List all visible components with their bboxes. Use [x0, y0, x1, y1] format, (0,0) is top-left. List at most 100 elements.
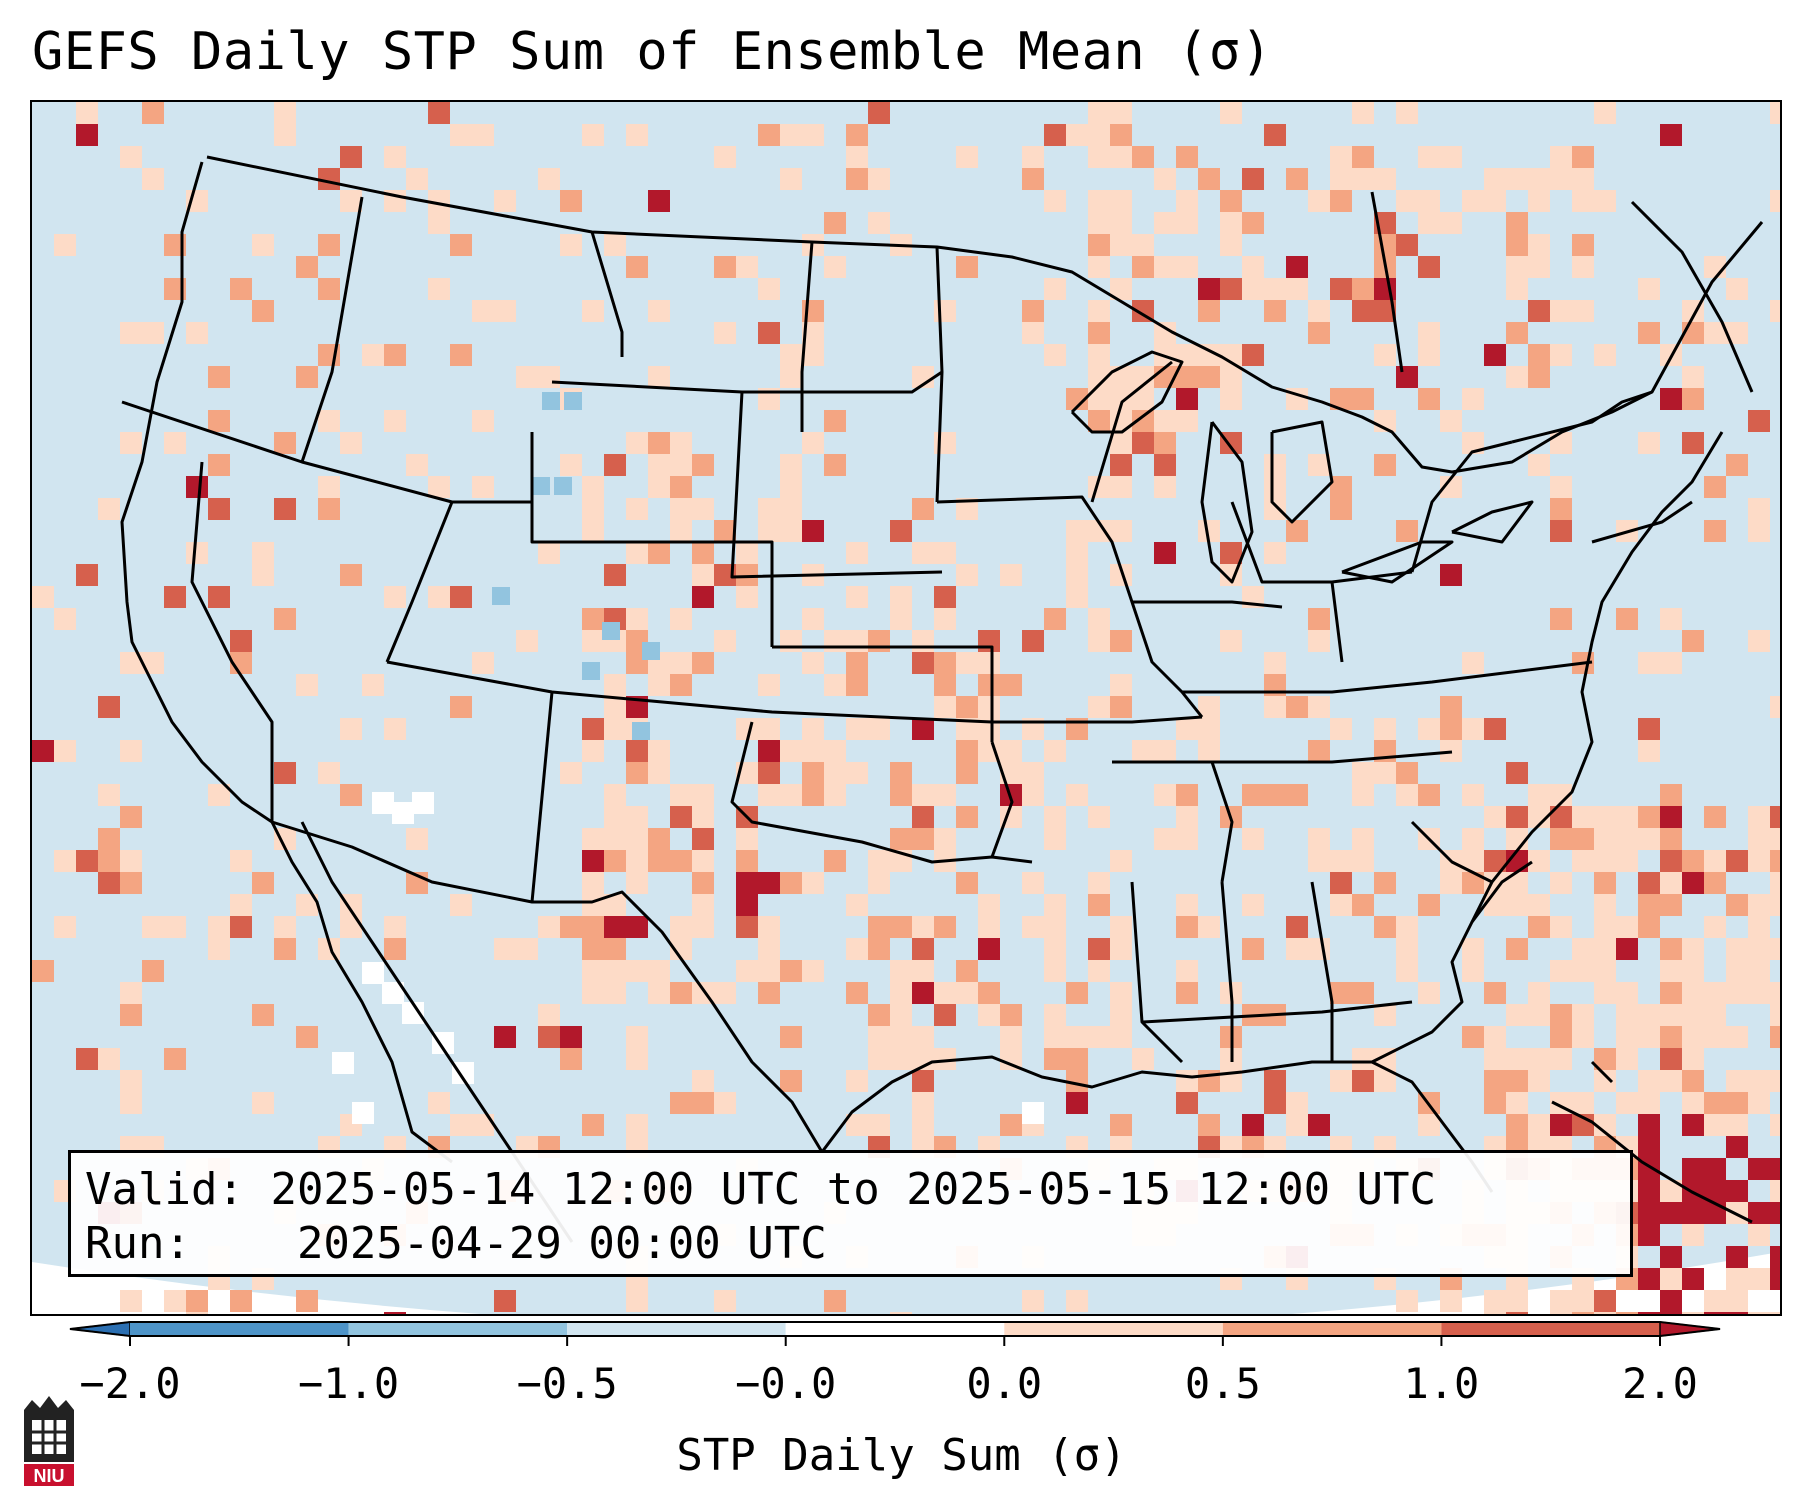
stp-cell — [1176, 388, 1198, 410]
stp-cell — [582, 740, 604, 762]
stp-cell — [1704, 982, 1726, 1004]
stp-cell — [802, 520, 824, 542]
stp-cell — [780, 124, 802, 146]
stp-cell — [1286, 1114, 1308, 1136]
stp-cell — [912, 718, 934, 740]
stp-cell — [1484, 1290, 1506, 1312]
stp-cell — [1132, 432, 1154, 454]
map-panel[interactable] — [30, 100, 1782, 1316]
stp-cell — [758, 762, 780, 784]
stp-cell — [1616, 1048, 1638, 1070]
stp-cell — [912, 828, 934, 850]
stp-cell — [1330, 278, 1352, 300]
stp-cell — [230, 1290, 252, 1312]
stp-cell — [1088, 366, 1110, 388]
stp-cell — [824, 674, 846, 696]
stp-cell — [626, 1290, 648, 1312]
stp-cell — [626, 256, 648, 278]
stp-cell — [736, 916, 758, 938]
stp-cell — [1286, 168, 1308, 190]
stp-cell — [824, 740, 846, 762]
stp-cell — [1088, 146, 1110, 168]
stp-cell — [626, 872, 648, 894]
stp-cell — [758, 674, 780, 696]
stp-cell — [362, 674, 384, 696]
stp-cell — [1374, 454, 1396, 476]
stp-cell — [1308, 608, 1330, 630]
stp-cell — [1044, 608, 1066, 630]
stp-cell — [1550, 476, 1572, 498]
stp-cell — [208, 586, 230, 608]
stp-cell — [1264, 498, 1286, 520]
stp-cell — [670, 1092, 692, 1114]
stp-cell — [296, 256, 318, 278]
stp-cell — [54, 608, 76, 630]
stp-cell — [1770, 1114, 1780, 1136]
stp-cell — [1440, 872, 1462, 894]
stp-cell — [604, 982, 626, 1004]
stp-cell — [1242, 894, 1264, 916]
stp-cell — [186, 1312, 208, 1314]
stp-cell — [1000, 740, 1022, 762]
stp-cell — [1352, 850, 1374, 872]
stp-cell — [186, 542, 208, 564]
stp-cell — [1308, 696, 1330, 718]
stp-cell — [54, 740, 76, 762]
stp-cell — [758, 520, 780, 542]
stp-cell — [1198, 168, 1220, 190]
stp-cell — [1638, 872, 1660, 894]
stp-cell — [1176, 1070, 1198, 1092]
stp-cell — [1616, 916, 1638, 938]
stp-cell — [428, 476, 450, 498]
stp-cell — [1352, 146, 1374, 168]
colorbar-tick-label: −1.0 — [298, 1359, 399, 1408]
stp-cell — [582, 476, 604, 498]
stp-cell — [1176, 146, 1198, 168]
stp-cell — [1418, 894, 1440, 916]
stp-cell — [1616, 982, 1638, 1004]
stp-cell — [758, 278, 780, 300]
stp-cell — [1528, 234, 1550, 256]
stp-cell — [582, 520, 604, 542]
stp-cell — [1660, 388, 1682, 410]
stp-cell — [802, 124, 824, 146]
stp-cell — [1572, 300, 1594, 322]
stp-cell — [1770, 1246, 1780, 1268]
stp-cell — [868, 1114, 890, 1136]
stp-cell — [1528, 916, 1550, 938]
stp-cell — [1220, 190, 1242, 212]
stp-cell — [1616, 608, 1638, 630]
stp-cell — [1066, 1026, 1088, 1048]
stp-cell — [780, 454, 802, 476]
stp-cell — [868, 850, 890, 872]
stp-cell — [1352, 1070, 1374, 1092]
stp-cell — [1748, 1268, 1770, 1290]
stp-cell — [758, 960, 780, 982]
stp-cell — [472, 476, 494, 498]
stp-cell — [1264, 1070, 1286, 1092]
stp-cell — [98, 850, 120, 872]
stp-cell — [1660, 938, 1682, 960]
stp-cell — [76, 102, 98, 124]
stp-cell — [780, 630, 802, 652]
stp-cell — [1638, 1136, 1660, 1158]
stp-cell — [1000, 1048, 1022, 1070]
stp-cell — [1154, 212, 1176, 234]
stp-cell — [1484, 1026, 1506, 1048]
stp-cell — [934, 784, 956, 806]
stp-cell — [274, 498, 296, 520]
stp-cell — [274, 938, 296, 960]
stp-cell — [890, 520, 912, 542]
stp-cell — [1550, 960, 1572, 982]
stp-cell — [1572, 1026, 1594, 1048]
stp-cell — [1484, 344, 1506, 366]
stp-cell — [1550, 916, 1572, 938]
stp-cell — [1352, 168, 1374, 190]
stp-cell — [1682, 1048, 1704, 1070]
stp-cell — [780, 366, 802, 388]
stp-cell — [1484, 1312, 1506, 1314]
stp-cell — [1374, 872, 1396, 894]
stp-cell — [1550, 1114, 1572, 1136]
niu-logo-text: NIU — [34, 1466, 65, 1486]
stp-cell — [626, 124, 648, 146]
